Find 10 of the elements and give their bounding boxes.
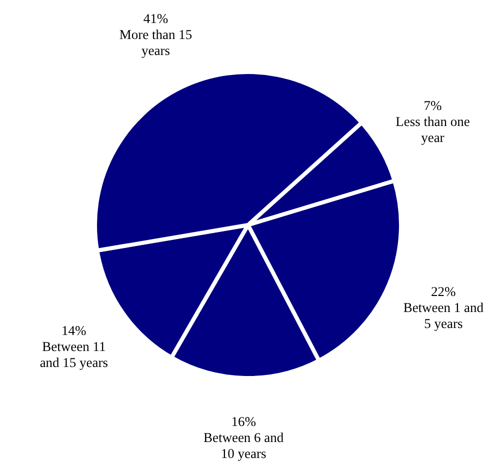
data-label: 14% [62,322,86,338]
data-label: 7% [424,98,442,113]
slice-label: More than 15 years [119,27,192,58]
slice-label: Less than one year [396,114,470,145]
slice-label: Between 1 and 5 years [403,300,484,332]
slice-label: Between 6 and 10 years [203,430,284,461]
data-label: 41% [143,11,168,26]
data-label: 22% [431,284,456,300]
data-label: 16% [231,414,256,429]
slice-label: Between 11 and 15 years [40,338,108,370]
